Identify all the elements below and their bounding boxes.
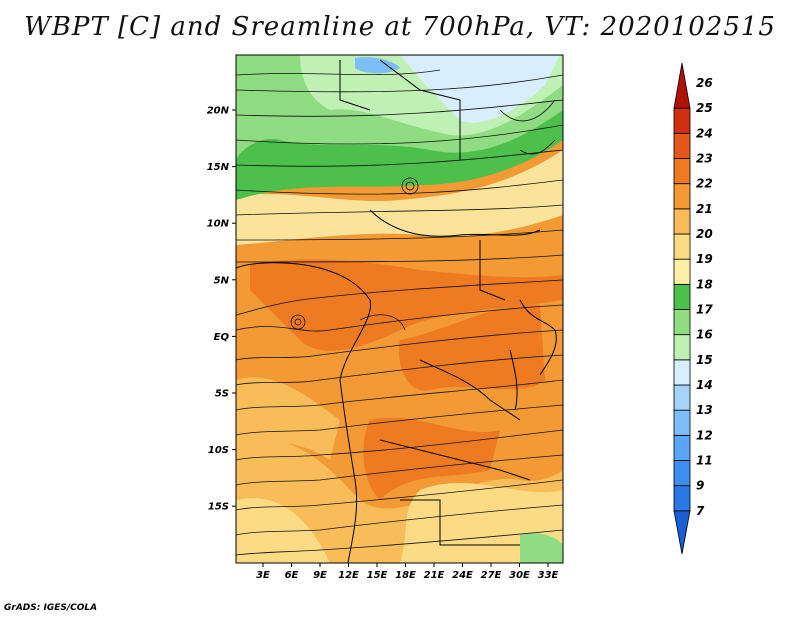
field-north-blue (355, 57, 400, 74)
colorbar-label: 21 (696, 202, 713, 216)
streamlines (236, 69, 563, 556)
colorbar-label: 26 (696, 76, 713, 90)
border-central (479, 240, 506, 301)
colorbar-label: 9 (696, 479, 704, 493)
lon-tick-label: 33E (538, 570, 559, 581)
colorbar-swatch (673, 384, 691, 411)
lat-tick-label: 5N (214, 275, 230, 286)
colorbar-swatch (673, 158, 691, 185)
colorbar-swatch (673, 334, 691, 361)
colorbar-swatch (673, 485, 691, 512)
colorbar-label: 18 (696, 277, 713, 291)
lat-tick-label: 15S (208, 502, 229, 513)
lon-tick-label: 6E (285, 570, 299, 581)
border-north (379, 59, 461, 160)
lon-tick-label: 12E (338, 570, 359, 581)
colorbar-label: 22 (696, 177, 713, 191)
west-coastline (236, 262, 372, 563)
colorbar: 7 9 11 12 13 14 15 16 17 18 19 20 21 22 23 24 25 26 (673, 62, 713, 555)
colorbar-label: 11 (696, 454, 713, 468)
colorbar-low-arrow (673, 510, 691, 555)
field-west-light (236, 377, 340, 460)
wbpt-field (236, 55, 563, 563)
lat-tick-label: 5S (215, 389, 229, 400)
lon-tick-label: 15E (367, 570, 388, 581)
colorbar-swatch (673, 283, 691, 310)
colorbar-label: 12 (696, 428, 713, 442)
map-frame (235, 54, 564, 564)
east-coast (519, 299, 557, 376)
lat-tick-label: 10S (208, 445, 229, 456)
colorbar-label: 15 (696, 353, 713, 367)
footer-credit: GrADS: IGES/COLA (4, 603, 98, 613)
field-southeast-green (520, 533, 563, 563)
border-far-south (400, 499, 520, 546)
colorbar-swatch (673, 409, 691, 436)
border-sahel (369, 209, 541, 237)
colorbar-swatch (673, 460, 691, 487)
colorbar-label: 23 (696, 152, 713, 166)
colorbar-swatch (673, 107, 691, 134)
lon-tick-label: 21E (424, 570, 445, 581)
colorbar-swatch (673, 132, 691, 159)
colorbar-label: 25 (696, 101, 713, 115)
colorbar-swatch (673, 208, 691, 235)
lon-tick-label: 3E (256, 570, 270, 581)
colorbar-label: 7 (696, 504, 705, 518)
colorbar-swatch (673, 309, 691, 336)
border-south (379, 439, 531, 481)
lon-tick-label: 27E (481, 570, 502, 581)
colorbar-swatch (673, 233, 691, 260)
colorbar-swatch (673, 359, 691, 386)
latitude-axis: 20N 15N 10N 5N EQ 5S 10S 15S (207, 106, 236, 513)
field-central-dark (363, 417, 500, 500)
field-southwest-yellow (236, 498, 330, 563)
boundaries (236, 59, 557, 563)
colorbar-label: 17 (696, 303, 713, 317)
field-equatorial-dark (250, 259, 563, 351)
colorbar-swatch (673, 258, 691, 285)
field-north-pale (400, 55, 560, 123)
border-nw (339, 60, 371, 111)
colorbar-label: 13 (696, 403, 713, 417)
longitude-axis: 3E 6E 9E 12E 15E 18E 21E 24E 27E 30E 33E (256, 563, 559, 581)
lon-tick-label: 18E (395, 570, 416, 581)
colorbar-label: 24 (696, 126, 713, 140)
border-lakes (419, 359, 521, 421)
lat-tick-label: 20N (207, 106, 230, 117)
lon-tick-label: 9E (313, 570, 327, 581)
field-sahel-yellow (236, 150, 563, 245)
colorbar-label: 14 (696, 378, 713, 392)
lat-tick-label: EQ (214, 332, 230, 343)
lat-tick-label: 15N (207, 162, 230, 173)
colorbar-swatch (673, 183, 691, 210)
colorbar-label: 16 (696, 328, 713, 342)
lon-tick-label: 30E (509, 570, 530, 581)
colorbar-label: 19 (696, 252, 713, 266)
lon-tick-label: 24E (452, 570, 473, 581)
lat-tick-label: 10N (207, 219, 230, 230)
chart-title: WBPT [C] and Sreamline at 700hPa, VT: 20… (24, 12, 776, 42)
field-east-dark (399, 304, 545, 391)
colorbar-label: 20 (696, 227, 713, 241)
lake-outline (509, 349, 518, 411)
colorbar-swatch (673, 434, 691, 461)
colorbar-high-arrow (673, 62, 691, 109)
